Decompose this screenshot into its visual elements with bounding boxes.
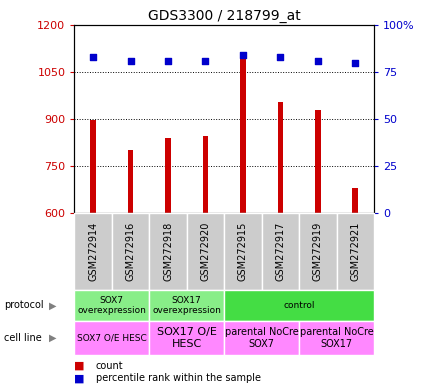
- Point: [240, 52, 246, 58]
- Bar: [74, 321, 149, 355]
- Text: SOX7
overexpression: SOX7 overexpression: [77, 296, 146, 315]
- Bar: [90, 120, 96, 213]
- Point: [277, 54, 284, 60]
- Text: GSM272920: GSM272920: [201, 222, 210, 281]
- Bar: [203, 136, 208, 213]
- Bar: [149, 290, 224, 321]
- Point: [127, 58, 134, 64]
- Text: parental NoCre
SOX17: parental NoCre SOX17: [300, 327, 374, 349]
- Text: GSM272915: GSM272915: [238, 222, 248, 281]
- Bar: [315, 110, 320, 213]
- Text: GSM272919: GSM272919: [313, 222, 323, 281]
- Text: ■: ■: [74, 373, 85, 383]
- Bar: [262, 213, 299, 290]
- Bar: [74, 290, 149, 321]
- Point: [90, 54, 96, 60]
- Bar: [278, 102, 283, 213]
- Point: [202, 58, 209, 64]
- Text: GSM272917: GSM272917: [275, 222, 285, 281]
- Bar: [112, 213, 149, 290]
- Text: ▶: ▶: [49, 333, 57, 343]
- Text: ▶: ▶: [49, 300, 57, 310]
- Text: GSM272914: GSM272914: [88, 222, 98, 281]
- Bar: [149, 321, 224, 355]
- Point: [314, 58, 321, 64]
- Bar: [224, 290, 374, 321]
- Text: SOX17 O/E
HESC: SOX17 O/E HESC: [157, 327, 217, 349]
- Bar: [149, 213, 187, 290]
- Bar: [337, 213, 374, 290]
- Text: cell line: cell line: [4, 333, 42, 343]
- Bar: [74, 213, 112, 290]
- Text: parental NoCre
SOX7: parental NoCre SOX7: [225, 327, 298, 349]
- Text: count: count: [96, 361, 123, 371]
- Bar: [240, 58, 246, 213]
- Text: GSM272918: GSM272918: [163, 222, 173, 281]
- Bar: [128, 151, 133, 213]
- Bar: [299, 321, 374, 355]
- Text: GSM272916: GSM272916: [125, 222, 136, 281]
- Point: [352, 60, 359, 66]
- Text: ■: ■: [74, 361, 85, 371]
- Bar: [224, 321, 299, 355]
- Text: control: control: [283, 301, 315, 310]
- Text: percentile rank within the sample: percentile rank within the sample: [96, 373, 261, 383]
- Bar: [352, 188, 358, 213]
- Bar: [299, 213, 337, 290]
- Bar: [187, 213, 224, 290]
- Text: SOX7 O/E HESC: SOX7 O/E HESC: [77, 333, 147, 343]
- Title: GDS3300 / 218799_at: GDS3300 / 218799_at: [148, 8, 300, 23]
- Text: SOX17
overexpression: SOX17 overexpression: [152, 296, 221, 315]
- Text: GSM272921: GSM272921: [350, 222, 360, 281]
- Bar: [165, 138, 171, 213]
- Text: protocol: protocol: [4, 300, 44, 310]
- Point: [164, 58, 171, 64]
- Bar: [224, 213, 262, 290]
